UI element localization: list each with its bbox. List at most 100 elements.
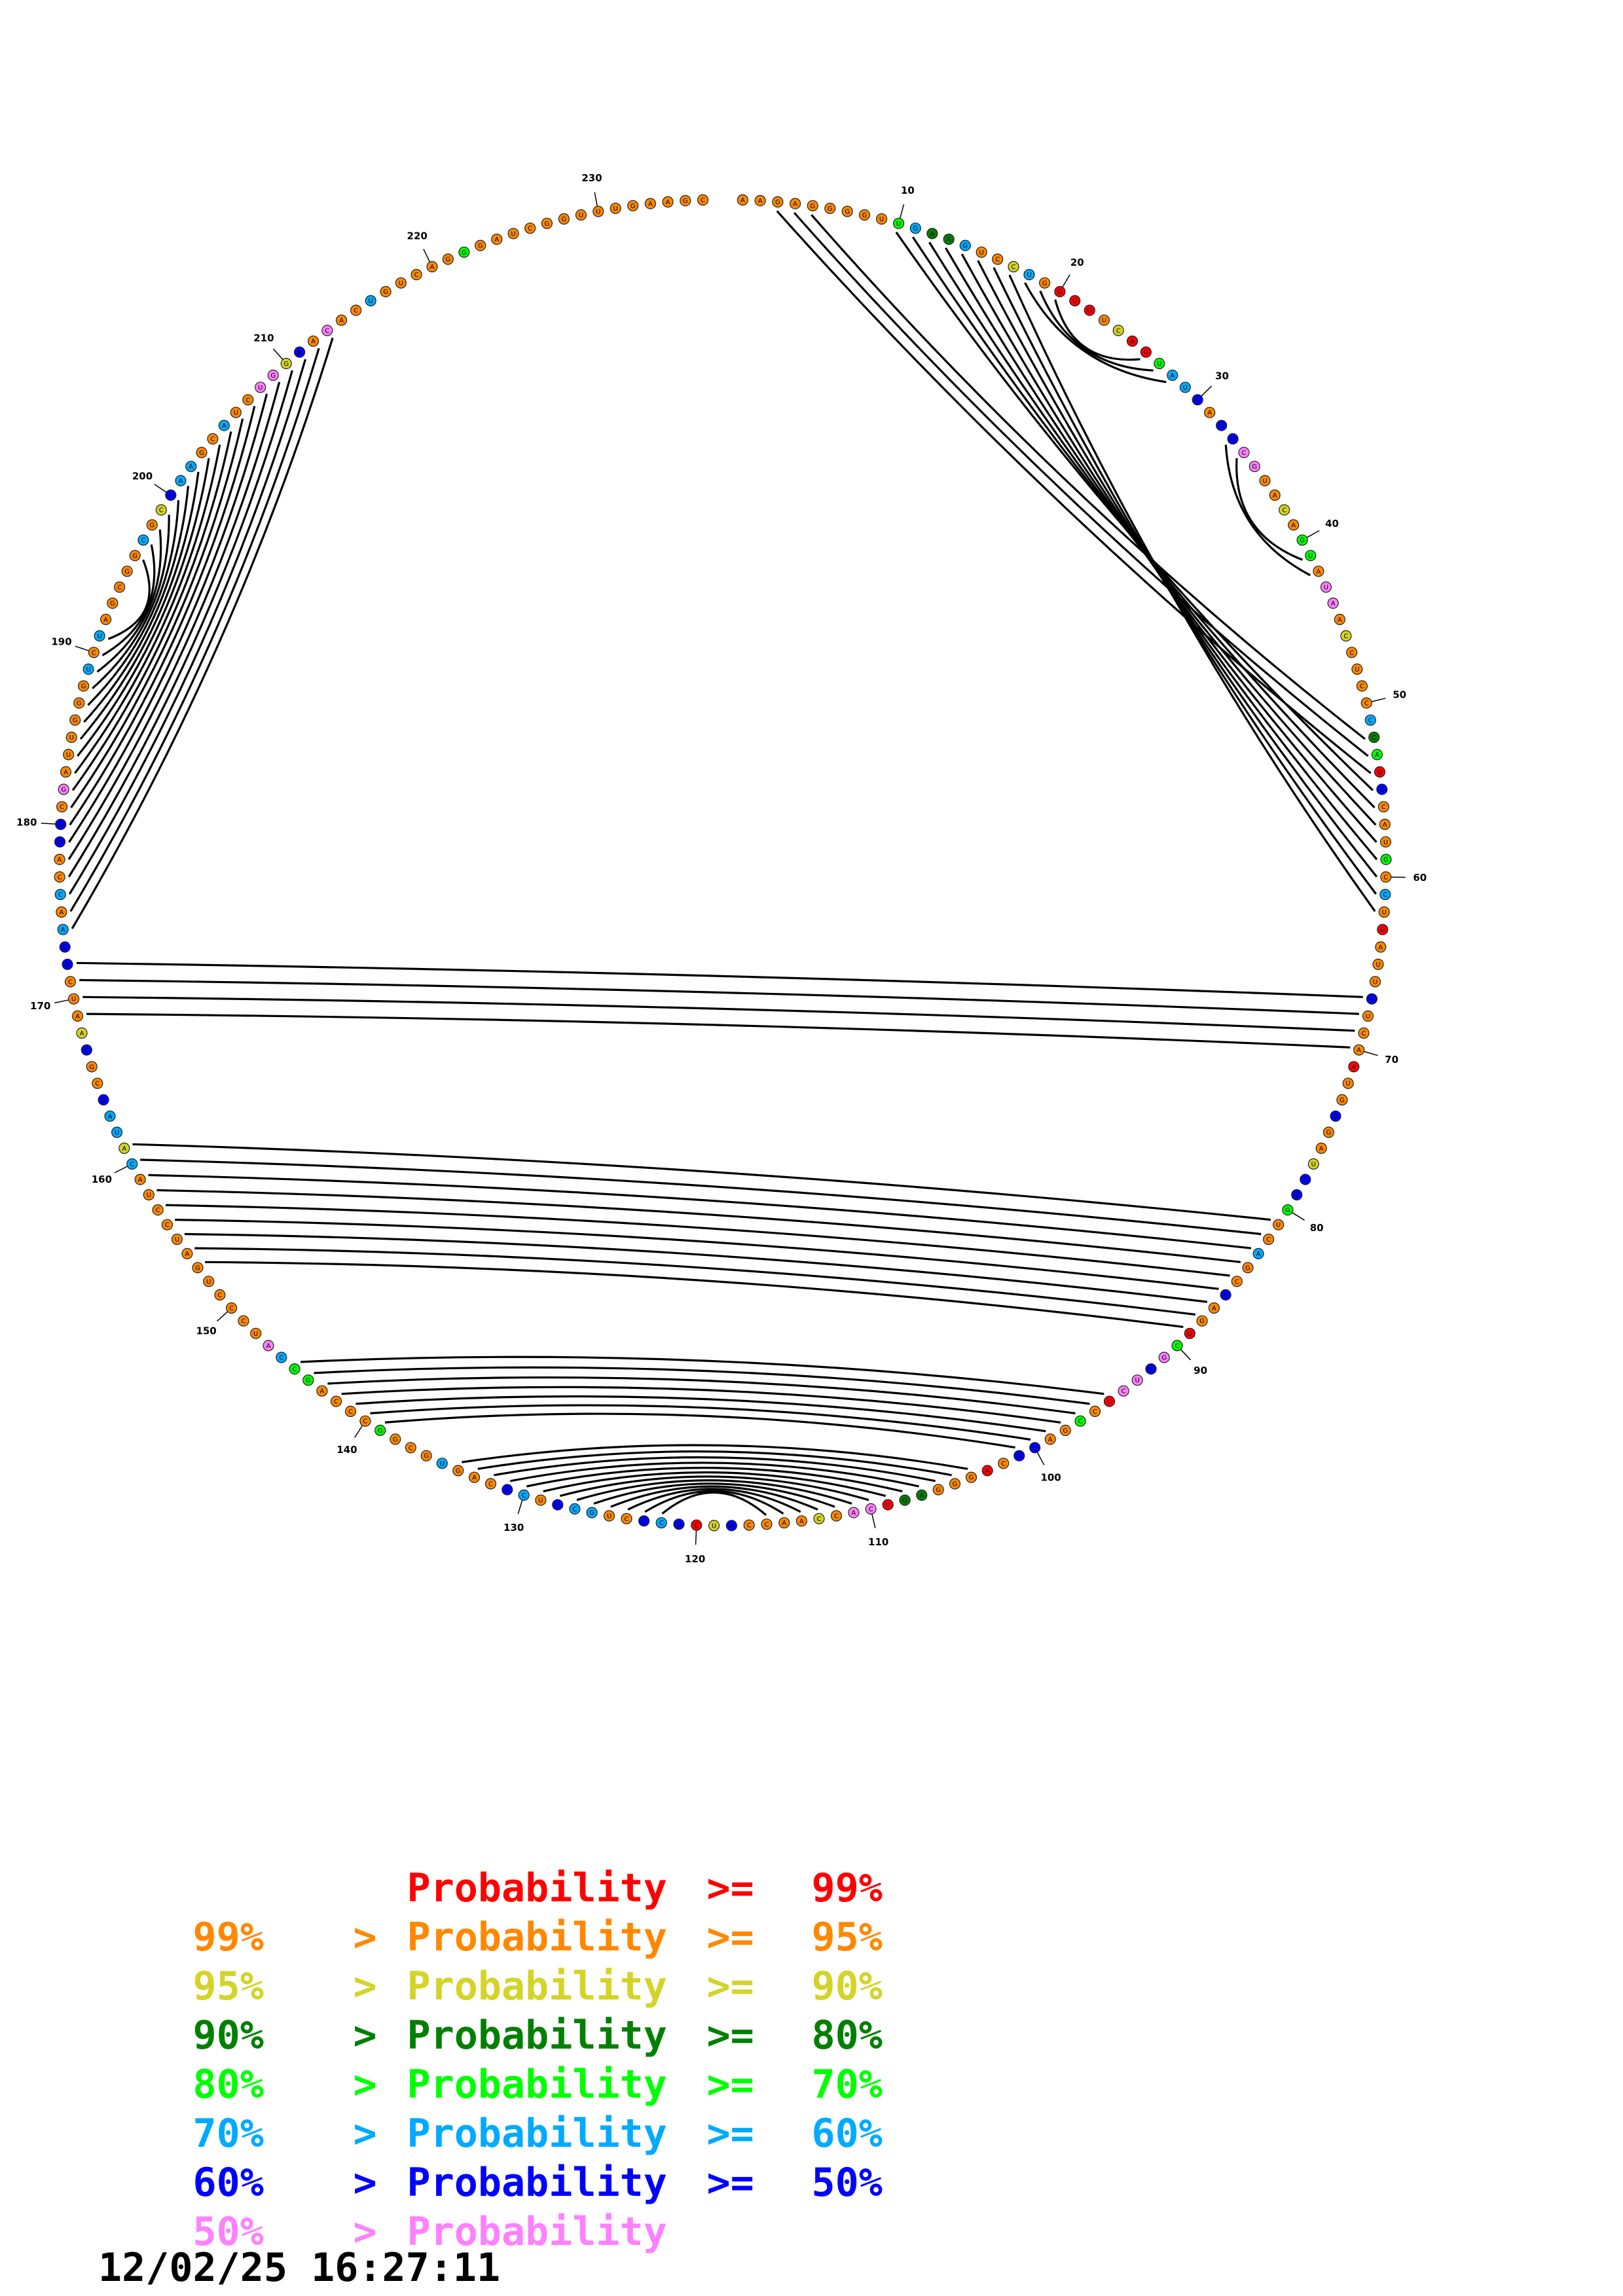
base-pair-arc	[77, 457, 210, 757]
nucleotide-dot	[1074, 1415, 1086, 1427]
nucleotide: A	[1315, 1142, 1327, 1155]
nucleotide-dot	[359, 1415, 371, 1427]
nucleotide-dot	[865, 1503, 877, 1515]
nucleotide-dot	[943, 234, 955, 245]
nucleotide-dot	[1140, 346, 1152, 358]
nucleotide-letter: C	[1364, 700, 1369, 708]
nucleotide: G	[841, 206, 853, 217]
nucleotide-dot	[949, 1478, 961, 1490]
base-pair-arc	[67, 370, 293, 878]
base-pair-arc	[793, 211, 1369, 757]
base-pair-arcs	[67, 210, 1378, 1516]
nucleotide: C	[1103, 1395, 1116, 1407]
nucleotide-dot	[899, 1494, 911, 1506]
nucleotide: G	[77, 680, 90, 692]
position-tick	[75, 645, 89, 652]
nucleotide-dot	[621, 1513, 632, 1524]
nucleotide: U	[610, 202, 621, 214]
nucleotide-dot	[1375, 941, 1387, 953]
nucleotide: U	[82, 663, 94, 675]
nucleotide-letter: C	[156, 1207, 160, 1214]
nucleotide-letter: C	[1235, 1278, 1239, 1285]
nucleotide-dot	[405, 1442, 416, 1454]
nucleotide-dot	[294, 346, 306, 358]
nucleotide: U	[1098, 314, 1110, 326]
nucleotide: A	[725, 1520, 738, 1532]
nucleotide: C	[330, 1395, 342, 1407]
base-pair-arc	[96, 529, 162, 673]
nucleotide: G	[475, 240, 486, 251]
nucleotide-letter: A	[339, 317, 344, 325]
nucleotide: G	[959, 240, 971, 251]
nucleotide-dot	[909, 223, 921, 234]
nucleotide-letter: U	[258, 384, 263, 391]
nucleotide: C	[155, 504, 167, 516]
nucleotide-dot	[98, 1094, 109, 1106]
nucleotide-dot	[56, 801, 68, 813]
nucleotide: U	[1131, 1374, 1143, 1386]
nucleotide: C	[226, 1302, 238, 1314]
nucleotide-letter: G	[1300, 537, 1305, 545]
nucleotide-dot	[129, 550, 141, 562]
base-pair-arc	[92, 514, 170, 689]
nucleotide-letter: A	[985, 1467, 990, 1475]
nucleotide: G	[965, 1471, 977, 1483]
nucleotide-dot	[603, 1510, 615, 1522]
base-pair-arc	[101, 544, 156, 656]
nucleotide-letter: G	[630, 203, 636, 210]
nucleotide-letter: C	[765, 1521, 769, 1528]
nucleotide-dot	[316, 1385, 328, 1397]
nucleotide-letter: U	[613, 206, 618, 213]
nucleotide-letter: C	[1107, 1399, 1112, 1406]
position-tick	[1364, 1050, 1378, 1056]
nucleotide: U	[1305, 550, 1317, 562]
nucleotide: U	[111, 1126, 123, 1138]
position-label: 230	[581, 172, 602, 184]
nucleotide-dot	[1269, 489, 1281, 501]
nucleotide: C	[242, 394, 254, 406]
nucleotide-dot	[610, 202, 621, 214]
nucleotide-dot	[67, 993, 80, 1005]
base-pair-arc	[1024, 282, 1167, 384]
nucleotide: C	[410, 269, 422, 281]
nucleotide: G	[807, 200, 818, 211]
nucleotide-dot	[524, 223, 536, 234]
base-pair-arc	[205, 1261, 1184, 1328]
nucleotide-dot	[468, 1471, 481, 1483]
nucleotide: G	[280, 357, 292, 370]
nucleotide: U	[1029, 1442, 1041, 1454]
nucleotide-letter: C	[555, 1502, 560, 1509]
nucleotide-letter: G	[478, 243, 483, 250]
nucleotide: C	[1192, 394, 1203, 406]
nucleotide-letter: G	[149, 522, 155, 529]
nucleotide-letter: G	[1245, 1265, 1250, 1272]
nucleotide: U	[976, 246, 987, 258]
nucleotide-letter: C	[60, 804, 64, 811]
nucleotide-dot	[1351, 663, 1363, 675]
nucleotide-ring: A A G A G G G GUUGAAGUCCUGGUGUCAUUAUCAGGCGUACAG…	[54, 194, 1392, 1532]
nucleotide-dot	[1038, 277, 1051, 289]
nucleotide-dot	[1272, 1219, 1285, 1230]
nucleotide-letter: G	[73, 717, 78, 725]
nucleotide-letter: A	[297, 350, 302, 357]
base-pair-arc	[301, 1355, 1104, 1395]
nucleotide: G	[1282, 1204, 1294, 1216]
nucleotide-letter: C	[363, 1418, 367, 1426]
nucleotide-letter: C	[522, 1492, 526, 1499]
nucleotide: U	[1378, 906, 1390, 918]
legend-row: 90% > Probability >= 80%	[192, 2013, 883, 2058]
nucleotide-dot	[380, 286, 392, 298]
nucleotide: G	[1322, 1126, 1335, 1138]
nucleotide-letter: U	[234, 410, 238, 417]
nucleotide-dot	[196, 446, 208, 459]
nucleotide-dot	[535, 1494, 547, 1506]
nucleotide: U	[1374, 766, 1386, 778]
nucleotide-dot	[94, 630, 105, 642]
nucleotide: A	[1252, 1247, 1264, 1260]
nucleotide-letter: C	[246, 397, 250, 404]
nucleotide-dot	[267, 369, 279, 382]
base-pair-arc	[593, 1482, 835, 1508]
nucleotide: C	[1089, 1405, 1101, 1417]
nucleotide-dot	[442, 253, 454, 265]
nucleotide: C	[1330, 1110, 1341, 1122]
